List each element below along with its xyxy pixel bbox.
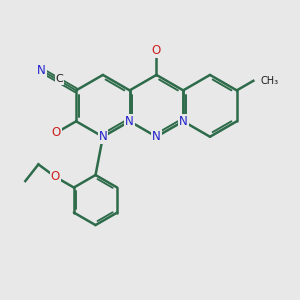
- Text: CH₃: CH₃: [261, 76, 279, 86]
- Text: C: C: [56, 74, 63, 84]
- Text: O: O: [152, 44, 161, 57]
- Text: O: O: [51, 170, 60, 183]
- Text: N: N: [179, 115, 188, 128]
- Text: O: O: [52, 126, 61, 139]
- Text: N: N: [152, 130, 161, 143]
- Text: N: N: [37, 64, 46, 77]
- Text: N: N: [98, 130, 107, 143]
- Text: N: N: [125, 115, 134, 128]
